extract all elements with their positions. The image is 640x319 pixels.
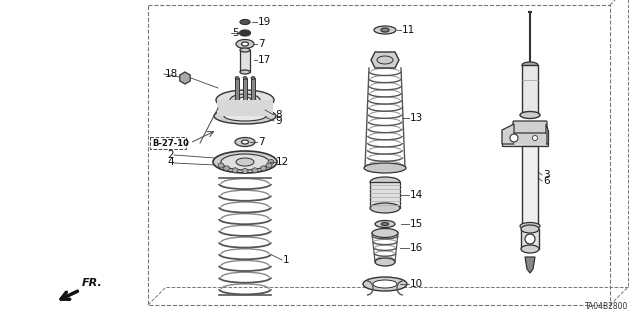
Bar xyxy=(243,78,247,102)
Ellipse shape xyxy=(521,245,539,253)
Text: TA04B2800: TA04B2800 xyxy=(584,302,628,311)
Ellipse shape xyxy=(235,77,239,79)
Ellipse shape xyxy=(370,203,400,213)
Ellipse shape xyxy=(374,26,396,34)
Ellipse shape xyxy=(242,168,248,174)
Text: 7: 7 xyxy=(258,39,264,49)
Ellipse shape xyxy=(223,166,230,171)
Ellipse shape xyxy=(240,19,250,25)
Text: 18: 18 xyxy=(165,69,179,79)
Ellipse shape xyxy=(241,140,248,144)
Bar xyxy=(150,137,186,149)
Ellipse shape xyxy=(373,280,397,288)
Text: 5: 5 xyxy=(232,28,239,38)
Ellipse shape xyxy=(364,163,406,173)
Bar xyxy=(514,134,546,144)
Ellipse shape xyxy=(221,154,269,170)
Bar xyxy=(521,229,539,249)
Text: B-27-10: B-27-10 xyxy=(152,138,189,147)
Bar xyxy=(217,100,273,116)
Ellipse shape xyxy=(375,258,395,266)
Polygon shape xyxy=(546,124,548,144)
Ellipse shape xyxy=(240,48,250,52)
Polygon shape xyxy=(525,257,535,273)
Ellipse shape xyxy=(239,97,251,103)
Text: 16: 16 xyxy=(410,243,423,253)
Text: 6: 6 xyxy=(543,176,550,186)
Text: 11: 11 xyxy=(402,25,415,35)
Ellipse shape xyxy=(381,28,389,32)
Bar xyxy=(240,50,250,72)
Ellipse shape xyxy=(213,151,277,173)
Text: 13: 13 xyxy=(410,113,423,123)
Ellipse shape xyxy=(243,77,247,79)
FancyBboxPatch shape xyxy=(502,130,548,146)
Ellipse shape xyxy=(236,40,254,48)
Ellipse shape xyxy=(520,112,540,118)
Text: 14: 14 xyxy=(410,190,423,200)
Text: 15: 15 xyxy=(410,219,423,229)
Ellipse shape xyxy=(239,30,250,36)
Ellipse shape xyxy=(235,137,255,146)
Text: 12: 12 xyxy=(276,157,289,167)
Ellipse shape xyxy=(268,160,274,165)
Ellipse shape xyxy=(510,134,518,142)
Ellipse shape xyxy=(266,163,272,168)
Ellipse shape xyxy=(240,70,250,74)
Ellipse shape xyxy=(370,177,400,187)
Ellipse shape xyxy=(520,222,540,229)
Text: 4: 4 xyxy=(167,157,173,167)
Ellipse shape xyxy=(521,225,539,233)
Text: 8: 8 xyxy=(275,110,282,120)
Ellipse shape xyxy=(236,158,254,166)
Ellipse shape xyxy=(216,90,274,110)
Ellipse shape xyxy=(372,228,398,238)
Text: 2: 2 xyxy=(167,150,173,160)
Text: 7: 7 xyxy=(258,137,264,147)
Bar xyxy=(148,5,610,305)
Ellipse shape xyxy=(232,168,238,173)
Ellipse shape xyxy=(214,108,276,124)
Ellipse shape xyxy=(363,277,407,291)
FancyBboxPatch shape xyxy=(513,121,547,133)
Text: 1: 1 xyxy=(283,255,290,265)
Text: 10: 10 xyxy=(410,279,423,289)
Bar xyxy=(522,146,538,226)
Ellipse shape xyxy=(377,56,393,64)
Ellipse shape xyxy=(375,220,395,227)
Text: FR.: FR. xyxy=(82,278,103,288)
Polygon shape xyxy=(371,52,399,68)
Bar xyxy=(251,78,255,102)
Bar xyxy=(235,78,239,102)
Ellipse shape xyxy=(381,222,388,226)
Bar xyxy=(522,65,538,115)
Polygon shape xyxy=(502,124,514,144)
Text: 17: 17 xyxy=(258,55,271,65)
Ellipse shape xyxy=(230,94,260,106)
Ellipse shape xyxy=(522,62,538,68)
Ellipse shape xyxy=(260,166,266,171)
Text: 9: 9 xyxy=(275,116,282,126)
Ellipse shape xyxy=(218,163,224,168)
Ellipse shape xyxy=(241,42,248,46)
Ellipse shape xyxy=(252,168,258,173)
Ellipse shape xyxy=(251,77,255,79)
Ellipse shape xyxy=(224,111,266,121)
Ellipse shape xyxy=(532,136,538,140)
Text: 3: 3 xyxy=(543,170,550,180)
Text: 19: 19 xyxy=(258,17,271,27)
Bar xyxy=(370,182,400,208)
Ellipse shape xyxy=(525,234,535,244)
